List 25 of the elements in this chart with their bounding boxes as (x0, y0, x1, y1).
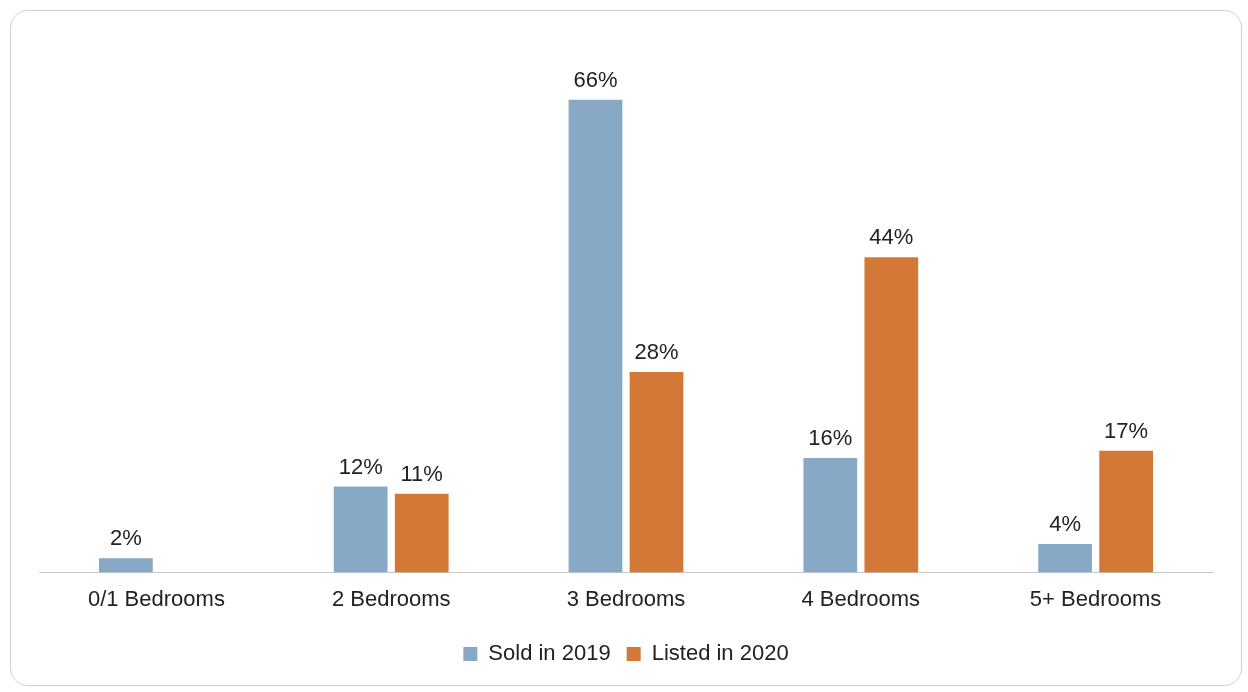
bar (803, 457, 858, 573)
data-label: 28% (634, 339, 679, 365)
x-tick-label: 3 Bedrooms (566, 585, 686, 611)
x-tick-label: 0/1 Bedrooms (87, 585, 225, 611)
legend-label: Listed in 2020 (651, 640, 789, 666)
data-label: 17% (1104, 417, 1149, 443)
bar (394, 493, 449, 573)
bar (629, 371, 684, 573)
legend-label: Sold in 2019 (488, 640, 611, 666)
bar (864, 257, 919, 573)
x-tick-label: 4 Bedrooms (801, 585, 921, 611)
bar (333, 486, 388, 573)
data-label: 4% (1049, 511, 1081, 536)
data-label: 12% (338, 453, 383, 479)
data-label: 16% (808, 425, 853, 451)
bar (1099, 450, 1153, 573)
bar (568, 99, 623, 573)
data-label: 66% (573, 66, 618, 92)
x-tick-label: 2 Bedrooms (331, 585, 451, 611)
data-label: 11% (400, 460, 443, 486)
bar (1038, 543, 1092, 573)
x-tick-label: 5+ Bedrooms (1029, 585, 1162, 611)
data-label: 2% (109, 525, 142, 551)
data-label: 44% (869, 224, 914, 250)
bar (99, 558, 153, 573)
